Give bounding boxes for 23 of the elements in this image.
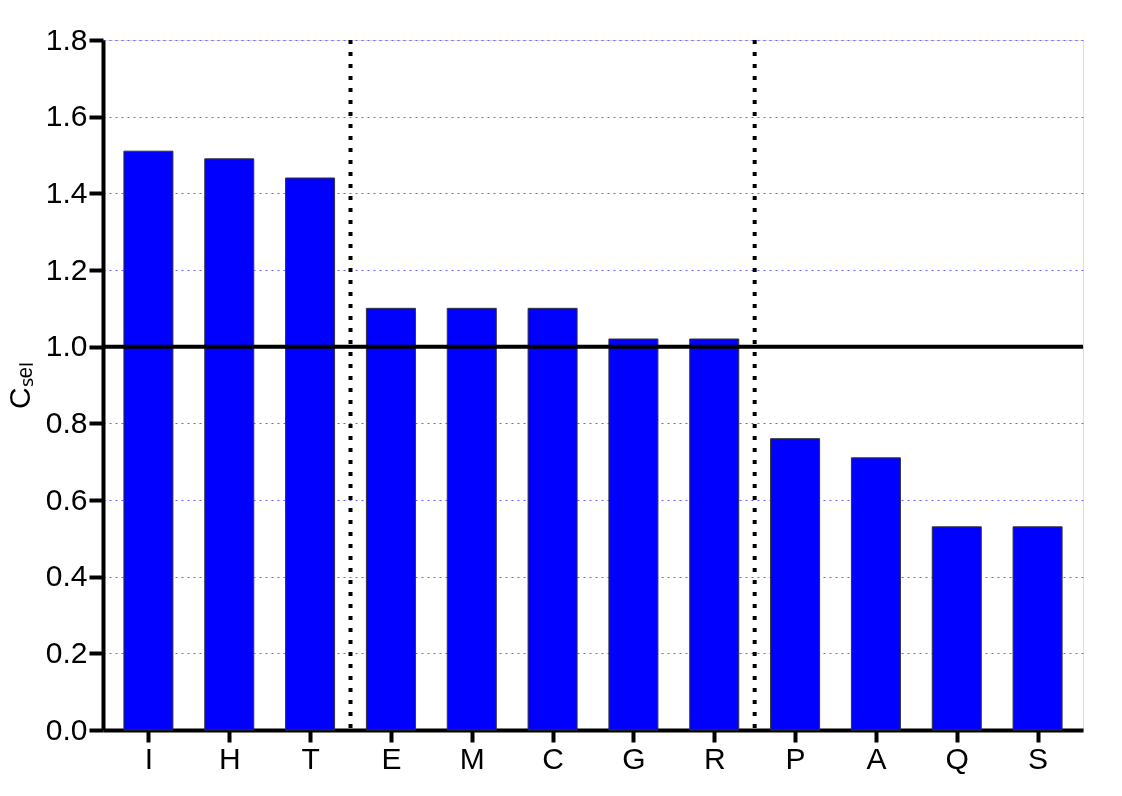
y-tick-label: 0.8 xyxy=(45,405,88,439)
x-tick-label: M xyxy=(459,741,485,775)
x-tick-label: G xyxy=(622,741,646,775)
x-tick-label: R xyxy=(703,741,726,775)
x-tick-label: C xyxy=(542,741,564,775)
y-tick-label: 0.0 xyxy=(45,712,88,746)
y-tick-label: 1.6 xyxy=(45,99,88,133)
y-tick-label: 0.4 xyxy=(45,559,88,593)
y-tick-label: 1.4 xyxy=(45,175,88,209)
x-tick-label: Q xyxy=(945,741,969,775)
x-tick-label: T xyxy=(301,741,320,775)
x-tick-label: P xyxy=(785,741,806,775)
x-tick-label: H xyxy=(218,741,241,775)
x-tick-label: A xyxy=(866,741,887,775)
y-tick-label: 1.0 xyxy=(45,329,88,363)
y-axis-title: Cₛₑₗ xyxy=(2,362,36,409)
x-tick-label: I xyxy=(144,741,154,775)
y-tick-label: 0.6 xyxy=(45,482,88,516)
y-tick-label: 1.8 xyxy=(45,22,88,56)
y-tick-label: 1.2 xyxy=(45,252,88,286)
y-tick-label: 0.2 xyxy=(45,635,88,669)
x-tick-label: S xyxy=(1028,741,1049,775)
x-tick-label: E xyxy=(381,741,402,775)
